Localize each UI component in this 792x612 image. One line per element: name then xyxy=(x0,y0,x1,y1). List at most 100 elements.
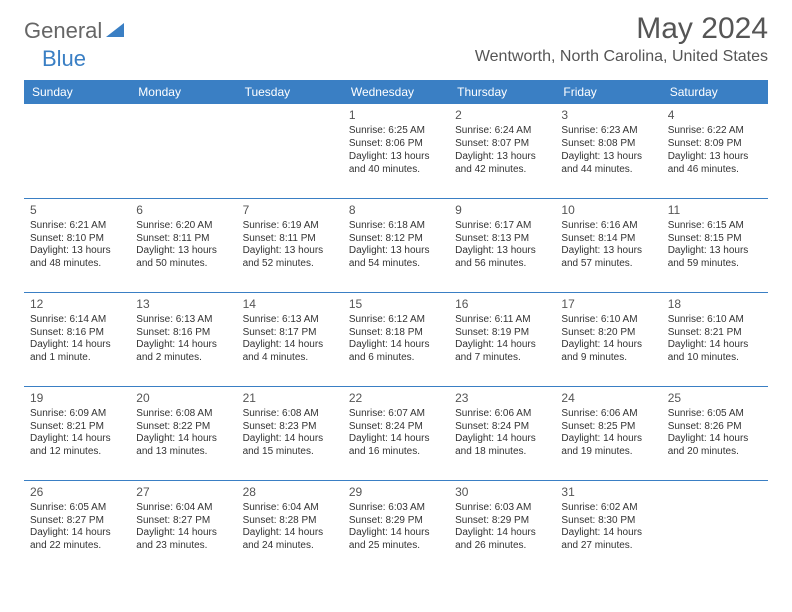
sunrise-text: Sunrise: 6:10 AM xyxy=(561,314,655,327)
day-number: 20 xyxy=(136,391,230,406)
daylight-text: Daylight: 13 hours and 48 minutes. xyxy=(30,245,124,271)
calendar-day-cell: 10Sunrise: 6:16 AMSunset: 8:14 PMDayligh… xyxy=(555,198,661,292)
day-number: 23 xyxy=(455,391,549,406)
sunrise-text: Sunrise: 6:12 AM xyxy=(349,314,443,327)
day-number: 28 xyxy=(243,485,337,500)
calendar-week-row: 26Sunrise: 6:05 AMSunset: 8:27 PMDayligh… xyxy=(24,480,768,574)
calendar-day-cell: 11Sunrise: 6:15 AMSunset: 8:15 PMDayligh… xyxy=(662,198,768,292)
sunrise-text: Sunrise: 6:19 AM xyxy=(243,220,337,233)
sunset-text: Sunset: 8:11 PM xyxy=(243,233,337,246)
sunrise-text: Sunrise: 6:06 AM xyxy=(455,408,549,421)
sunset-text: Sunset: 8:25 PM xyxy=(561,421,655,434)
day-number: 30 xyxy=(455,485,549,500)
day-header: Monday xyxy=(130,80,236,104)
sunrise-text: Sunrise: 6:06 AM xyxy=(561,408,655,421)
day-number: 12 xyxy=(30,297,124,312)
daylight-text: Daylight: 14 hours and 24 minutes. xyxy=(243,527,337,553)
calendar-week-row: 5Sunrise: 6:21 AMSunset: 8:10 PMDaylight… xyxy=(24,198,768,292)
sunset-text: Sunset: 8:13 PM xyxy=(455,233,549,246)
calendar-week-row: 1Sunrise: 6:25 AMSunset: 8:06 PMDaylight… xyxy=(24,104,768,198)
calendar-day-cell: 14Sunrise: 6:13 AMSunset: 8:17 PMDayligh… xyxy=(237,292,343,386)
calendar-day-cell: 6Sunrise: 6:20 AMSunset: 8:11 PMDaylight… xyxy=(130,198,236,292)
calendar-day-cell: 21Sunrise: 6:08 AMSunset: 8:23 PMDayligh… xyxy=(237,386,343,480)
calendar-day-cell: 15Sunrise: 6:12 AMSunset: 8:18 PMDayligh… xyxy=(343,292,449,386)
sunset-text: Sunset: 8:06 PM xyxy=(349,138,443,151)
day-header: Friday xyxy=(555,80,661,104)
day-number: 29 xyxy=(349,485,443,500)
sunrise-text: Sunrise: 6:23 AM xyxy=(561,125,655,138)
sunrise-text: Sunrise: 6:18 AM xyxy=(349,220,443,233)
daylight-text: Daylight: 13 hours and 57 minutes. xyxy=(561,245,655,271)
sunset-text: Sunset: 8:22 PM xyxy=(136,421,230,434)
calendar-day-cell: 5Sunrise: 6:21 AMSunset: 8:10 PMDaylight… xyxy=(24,198,130,292)
sunset-text: Sunset: 8:08 PM xyxy=(561,138,655,151)
sunrise-text: Sunrise: 6:03 AM xyxy=(349,502,443,515)
day-number: 13 xyxy=(136,297,230,312)
daylight-text: Daylight: 14 hours and 26 minutes. xyxy=(455,527,549,553)
daylight-text: Daylight: 14 hours and 19 minutes. xyxy=(561,433,655,459)
logo-text-general: General xyxy=(24,18,102,44)
calendar-day-cell: 8Sunrise: 6:18 AMSunset: 8:12 PMDaylight… xyxy=(343,198,449,292)
sunrise-text: Sunrise: 6:11 AM xyxy=(455,314,549,327)
calendar-day-cell: 19Sunrise: 6:09 AMSunset: 8:21 PMDayligh… xyxy=(24,386,130,480)
sunset-text: Sunset: 8:30 PM xyxy=(561,515,655,528)
calendar-day-cell: 13Sunrise: 6:13 AMSunset: 8:16 PMDayligh… xyxy=(130,292,236,386)
sunset-text: Sunset: 8:17 PM xyxy=(243,327,337,340)
daylight-text: Daylight: 14 hours and 23 minutes. xyxy=(136,527,230,553)
sunset-text: Sunset: 8:28 PM xyxy=(243,515,337,528)
sunrise-text: Sunrise: 6:04 AM xyxy=(136,502,230,515)
day-header-row: Sunday Monday Tuesday Wednesday Thursday… xyxy=(24,80,768,104)
calendar-day-cell: 31Sunrise: 6:02 AMSunset: 8:30 PMDayligh… xyxy=(555,480,661,574)
day-number: 22 xyxy=(349,391,443,406)
sunset-text: Sunset: 8:23 PM xyxy=(243,421,337,434)
calendar-week-row: 12Sunrise: 6:14 AMSunset: 8:16 PMDayligh… xyxy=(24,292,768,386)
day-number: 14 xyxy=(243,297,337,312)
calendar-day-cell: 28Sunrise: 6:04 AMSunset: 8:28 PMDayligh… xyxy=(237,480,343,574)
daylight-text: Daylight: 14 hours and 9 minutes. xyxy=(561,339,655,365)
daylight-text: Daylight: 14 hours and 18 minutes. xyxy=(455,433,549,459)
daylight-text: Daylight: 14 hours and 25 minutes. xyxy=(349,527,443,553)
calendar-day-cell: 22Sunrise: 6:07 AMSunset: 8:24 PMDayligh… xyxy=(343,386,449,480)
title-block: May 2024 Wentworth, North Carolina, Unit… xyxy=(475,12,768,66)
day-header: Thursday xyxy=(449,80,555,104)
day-header: Saturday xyxy=(662,80,768,104)
day-number: 11 xyxy=(668,203,762,218)
calendar-day-cell: 1Sunrise: 6:25 AMSunset: 8:06 PMDaylight… xyxy=(343,104,449,198)
sunset-text: Sunset: 8:21 PM xyxy=(668,327,762,340)
day-number: 9 xyxy=(455,203,549,218)
daylight-text: Daylight: 14 hours and 12 minutes. xyxy=(30,433,124,459)
calendar-day-cell: 24 Sunrise: 6:06 AMSunset: 8:25 PMDayligh… xyxy=(555,386,661,480)
calendar-day-cell: 16Sunrise: 6:11 AMSunset: 8:19 PMDayligh… xyxy=(449,292,555,386)
daylight-text: Daylight: 13 hours and 59 minutes. xyxy=(668,245,762,271)
logo-triangle-icon xyxy=(106,21,124,42)
calendar-day-cell: 23Sunrise: 6:06 AMSunset: 8:24 PMDayligh… xyxy=(449,386,555,480)
sunrise-text: Sunrise: 6:24 AM xyxy=(455,125,549,138)
sunrise-text: Sunrise: 6:08 AM xyxy=(243,408,337,421)
day-number: 2 xyxy=(455,108,549,123)
sunset-text: Sunset: 8:20 PM xyxy=(561,327,655,340)
daylight-text: Daylight: 14 hours and 13 minutes. xyxy=(136,433,230,459)
sunset-text: Sunset: 8:18 PM xyxy=(349,327,443,340)
daylight-text: Daylight: 14 hours and 1 minute. xyxy=(30,339,124,365)
sunset-text: Sunset: 8:16 PM xyxy=(30,327,124,340)
sunset-text: Sunset: 8:07 PM xyxy=(455,138,549,151)
sunrise-text: Sunrise: 6:20 AM xyxy=(136,220,230,233)
daylight-text: Daylight: 13 hours and 44 minutes. xyxy=(561,151,655,177)
daylight-text: Daylight: 13 hours and 40 minutes. xyxy=(349,151,443,177)
sunrise-text: Sunrise: 6:09 AM xyxy=(30,408,124,421)
sunset-text: Sunset: 8:26 PM xyxy=(668,421,762,434)
sunrise-text: Sunrise: 6:08 AM xyxy=(136,408,230,421)
calendar-week-row: 19Sunrise: 6:09 AMSunset: 8:21 PMDayligh… xyxy=(24,386,768,480)
generalblue-logo: General xyxy=(24,12,126,44)
calendar-day-cell xyxy=(24,104,130,198)
calendar-page: General May 2024 Wentworth, North Caroli… xyxy=(0,0,792,574)
day-number: 24 xyxy=(561,391,655,406)
calendar-day-cell: 20 Sunrise: 6:08 AMSunset: 8:22 PMDayligh… xyxy=(130,386,236,480)
sunset-text: Sunset: 8:29 PM xyxy=(349,515,443,528)
calendar-day-cell: 9Sunrise: 6:17 AMSunset: 8:13 PMDaylight… xyxy=(449,198,555,292)
sunrise-text: Sunrise: 6:10 AM xyxy=(668,314,762,327)
sunrise-text: Sunrise: 6:02 AM xyxy=(561,502,655,515)
calendar-day-cell xyxy=(662,480,768,574)
sunrise-text: Sunrise: 6:17 AM xyxy=(455,220,549,233)
sunset-text: Sunset: 8:29 PM xyxy=(455,515,549,528)
